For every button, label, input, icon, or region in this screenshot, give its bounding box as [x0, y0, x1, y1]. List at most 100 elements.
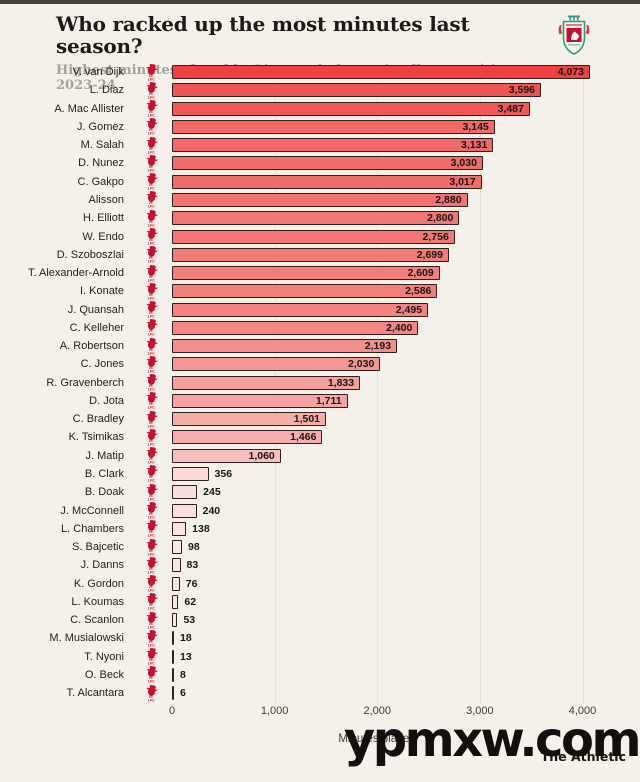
bar: [172, 594, 179, 609]
svg-text:LFC: LFC: [147, 607, 154, 611]
liverbird-icon: LFC: [132, 100, 172, 117]
liverbird-icon: LFC: [132, 483, 172, 501]
bar-row: Alisson LFC 2,880: [0, 191, 640, 209]
bar: [172, 503, 197, 518]
liverbird-icon: LFC: [132, 209, 172, 227]
bar-track: 3,017: [172, 173, 640, 191]
bar: 3,487: [172, 101, 530, 116]
top-strip: [0, 0, 640, 4]
liverbird-icon: LFC: [132, 593, 172, 610]
value-label: 1,833: [327, 376, 355, 389]
bar: [172, 466, 209, 481]
value-label: 2,030: [348, 358, 375, 371]
liverbird-icon: LFC: [132, 228, 172, 245]
player-label: C. Jones: [80, 358, 124, 371]
player-label: C. Scanlon: [70, 614, 124, 627]
player-label: V. van Dijk: [72, 66, 124, 79]
liverbird-icon: LFC: [132, 136, 172, 154]
bar-row: M. Musialowski LFC 18: [0, 629, 640, 647]
bar-row: D. Nunez LFC 3,030: [0, 154, 640, 172]
bar-track: 3,030: [172, 154, 640, 172]
value-label: 2,756: [422, 230, 449, 243]
liverbird-icon: LFC: [132, 502, 172, 519]
player-label: T. Alcantara: [66, 687, 124, 700]
bar: 1,466: [172, 430, 323, 445]
x-axis-title: Minutes played: [338, 733, 416, 745]
player-label: K. Tsimikas: [68, 431, 124, 444]
value-label: 2,880: [435, 193, 462, 206]
value-label: 18: [180, 632, 192, 645]
bar-row: V. van Dijk LFC 4,073: [0, 63, 640, 81]
liverbird-icon: LFC: [132, 520, 172, 537]
bar: 1,501: [172, 412, 327, 427]
bar: 2,495: [172, 302, 429, 317]
liverbird-icon: LFC: [132, 666, 172, 683]
value-label: 2,495: [395, 303, 423, 316]
svg-text:LFC: LFC: [147, 515, 154, 519]
value-label: 3,030: [450, 157, 477, 170]
player-label: J. Matip: [85, 449, 124, 462]
player-label: J. McConnell: [60, 504, 124, 517]
value-label: 3,145: [462, 120, 489, 133]
bar-track: 3,487: [172, 100, 640, 118]
bar-row: K. Tsimikas LFC 1,466: [0, 428, 640, 446]
liverbird-icon: LFC: [132, 410, 172, 428]
bar-track: 1,466: [172, 428, 640, 446]
player-label: O. Beck: [84, 668, 124, 681]
bar-track: 138: [172, 520, 640, 538]
bar-track: 8: [172, 666, 640, 684]
player-label: M. Salah: [80, 139, 124, 152]
bar-track: 2,756: [172, 227, 640, 245]
bar-track: 13: [172, 648, 640, 666]
liverbird-icon: LFC: [132, 556, 172, 574]
bar: [172, 558, 181, 573]
liverbird-icon: LFC: [132, 264, 172, 282]
liverbird-icon: LFC: [132, 684, 172, 702]
svg-text:LFC: LFC: [147, 680, 154, 684]
value-label: 2,400: [386, 321, 413, 334]
player-label: B. Clark: [84, 467, 124, 480]
svg-text:LFC: LFC: [147, 424, 154, 428]
player-label: H. Elliott: [83, 212, 124, 225]
bar-row: J. Quansah LFC 2,495: [0, 300, 640, 318]
bar-row: C. Jones LFC 2,030: [0, 355, 640, 373]
bar-row: W. Endo LFC 2,756: [0, 227, 640, 245]
bar-track: 4,073: [172, 63, 640, 81]
svg-text:LFC: LFC: [147, 442, 154, 446]
liverbird-icon: LFC: [132, 374, 172, 391]
value-label: 1,060: [248, 449, 275, 462]
bar: [172, 613, 178, 628]
bar-track: 2,030: [172, 355, 640, 373]
liverbird-icon: LFC: [132, 629, 172, 647]
value-label: 1,501: [293, 413, 321, 426]
value-label: 8: [180, 668, 186, 681]
bar-row: D. Szoboszlai LFC 2,699: [0, 246, 640, 264]
player-label: A. Robertson: [59, 340, 124, 353]
bar: 2,880: [172, 192, 468, 207]
player-label: W. Endo: [82, 230, 124, 243]
bar: 4,073: [172, 65, 590, 80]
value-label: 13: [180, 650, 192, 663]
liverbird-icon: LFC: [132, 447, 172, 464]
liverbird-icon: LFC: [132, 355, 172, 373]
bar: [172, 485, 198, 500]
svg-text:LFC: LFC: [147, 241, 154, 245]
bar-row: T. Alcantara LFC 6: [0, 684, 640, 702]
svg-text:LFC: LFC: [147, 534, 154, 538]
svg-text:LFC: LFC: [147, 168, 154, 172]
bar-row: C. Scanlon LFC 53: [0, 611, 640, 629]
liverbird-icon: LFC: [132, 575, 172, 592]
svg-text:LFC: LFC: [147, 95, 154, 99]
bar-row: T. Nyoni LFC 13: [0, 648, 640, 666]
player-label: L. Diaz: [89, 84, 124, 97]
player-label: M. Musialowski: [49, 632, 124, 645]
x-tick-label: 4,000: [568, 705, 597, 717]
player-label: J. Gomez: [76, 120, 124, 133]
svg-text:LFC: LFC: [147, 187, 154, 191]
bar-track: 98: [172, 538, 640, 556]
bar-row: I. Konate LFC 2,586: [0, 282, 640, 300]
bar-row: B. Doak LFC 245: [0, 483, 640, 501]
value-label: 76: [185, 577, 198, 590]
bar: [172, 686, 174, 701]
